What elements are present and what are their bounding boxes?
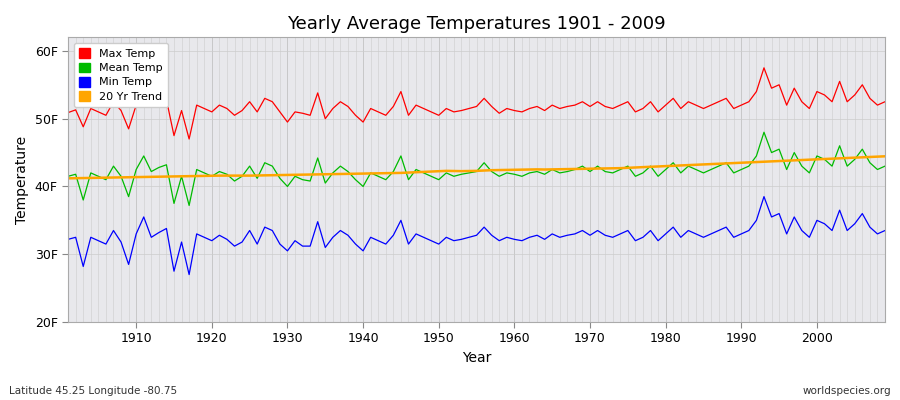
Y-axis label: Temperature: Temperature [15,136,29,224]
Mean Temp [759,130,769,135]
20 Yr Trend [509,167,520,172]
Mean Temp [879,164,890,168]
Max Temp [759,66,769,70]
20 Yr Trend [63,176,74,181]
Max Temp [343,104,354,109]
20 Yr Trend [501,168,512,172]
Line: Min Temp: Min Temp [68,197,885,274]
Mean Temp [343,169,354,174]
20 Yr Trend [599,166,610,171]
Min Temp [608,235,618,240]
Mean Temp [509,172,520,177]
Min Temp [879,228,890,233]
Max Temp [517,110,527,114]
Text: worldspecies.org: worldspecies.org [803,386,891,396]
20 Yr Trend [290,172,301,177]
Max Temp [509,108,520,113]
Min Temp [343,233,354,238]
Line: Mean Temp: Mean Temp [68,132,885,206]
20 Yr Trend [123,175,134,180]
Max Temp [63,110,74,115]
Max Temp [184,137,194,142]
Max Temp [879,99,890,104]
Min Temp [517,238,527,243]
Min Temp [759,194,769,199]
Mean Temp [63,174,74,179]
Line: Max Temp: Max Temp [68,68,885,139]
Min Temp [297,244,308,248]
Mean Temp [184,203,194,208]
Mean Temp [608,170,618,175]
Title: Yearly Average Temperatures 1901 - 2009: Yearly Average Temperatures 1901 - 2009 [287,15,666,33]
Mean Temp [297,177,308,182]
20 Yr Trend [335,172,346,176]
Max Temp [608,106,618,111]
Line: 20 Yr Trend: 20 Yr Trend [68,156,885,178]
Mean Temp [517,174,527,179]
X-axis label: Year: Year [462,351,491,365]
20 Yr Trend [879,154,890,159]
Min Temp [63,237,74,242]
Max Temp [297,111,308,116]
Max Temp [123,126,134,131]
Min Temp [509,237,520,242]
Text: Latitude 45.25 Longitude -80.75: Latitude 45.25 Longitude -80.75 [9,386,177,396]
Min Temp [184,272,194,277]
Mean Temp [123,194,134,199]
Min Temp [123,262,134,267]
Legend: Max Temp, Mean Temp, Min Temp, 20 Yr Trend: Max Temp, Mean Temp, Min Temp, 20 Yr Tre… [74,43,168,107]
